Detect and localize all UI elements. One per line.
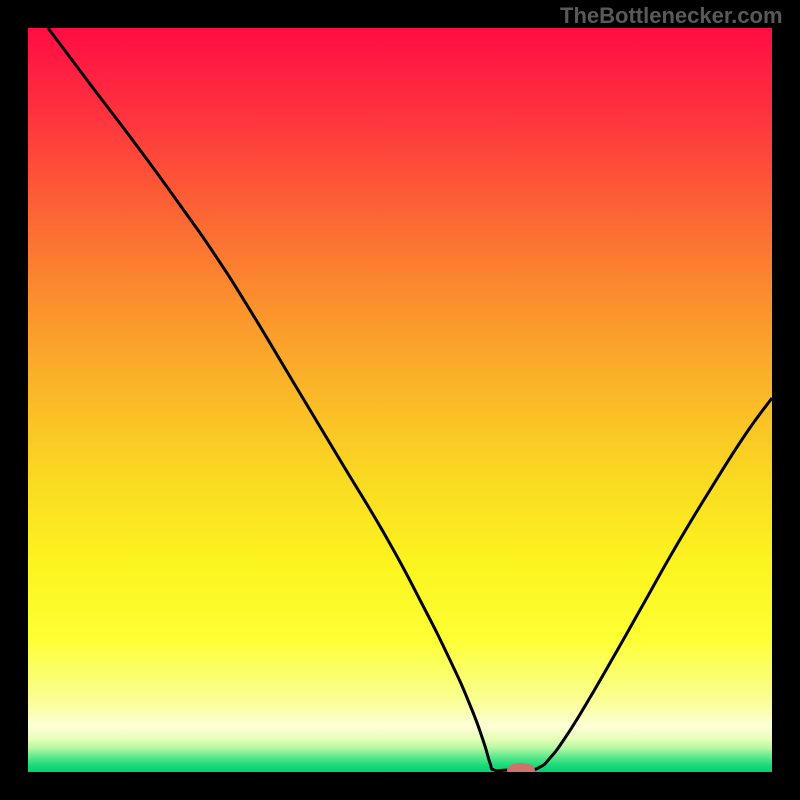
attribution-text: TheBottlenecker.com	[560, 3, 783, 29]
optimal-marker	[507, 763, 535, 777]
bottleneck-chart	[0, 0, 800, 800]
gradient-background	[28, 28, 772, 772]
